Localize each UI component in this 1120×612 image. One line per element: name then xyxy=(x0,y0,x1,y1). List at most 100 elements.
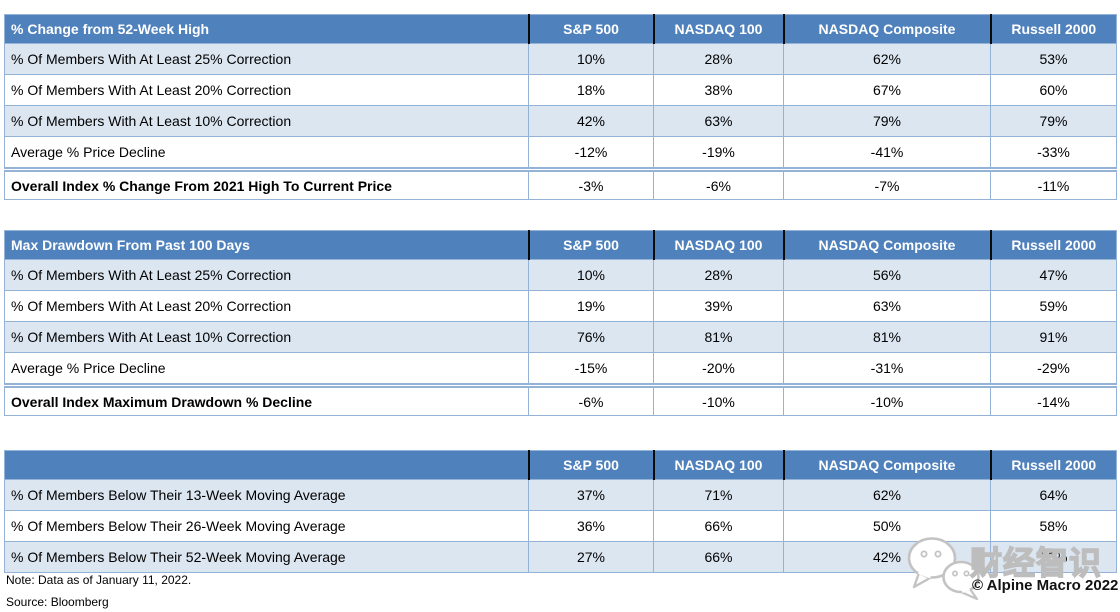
cell-nasdaq-composite: 62% xyxy=(783,43,991,75)
cell-nasdaq100: -10% xyxy=(653,383,784,416)
column-header-sp500: S&P 500 xyxy=(527,230,654,260)
row-label: Overall Index % Change From 2021 High To… xyxy=(4,167,529,200)
cell-sp500: -12% xyxy=(528,136,654,170)
watermark-text: 财经智识 xyxy=(969,544,1103,582)
cell-nasdaq-composite: 62% xyxy=(783,479,991,511)
cell-nasdaq-composite: 81% xyxy=(783,321,991,353)
row-label: % Of Members Below Their 13-Week Moving … xyxy=(4,479,529,511)
copyright-text: © Alpine Macro 2022 xyxy=(972,577,1119,594)
table-row: % Of Members With At Least 10% Correctio… xyxy=(4,321,1117,353)
table-row: % Of Members With At Least 25% Correctio… xyxy=(4,43,1117,75)
column-header-nasdaq100: NASDAQ 100 xyxy=(652,450,784,480)
cell-nasdaq100: 66% xyxy=(653,510,784,542)
cell-russell2000: 60% xyxy=(990,74,1117,106)
column-header-nasdaq-composite: NASDAQ Composite xyxy=(782,230,991,260)
table-title: % Change from 52-Week High xyxy=(4,14,529,44)
cell-nasdaq-composite: 50% xyxy=(783,510,991,542)
column-header-russell2000: Russell 2000 xyxy=(989,450,1117,480)
column-header-sp500: S&P 500 xyxy=(527,14,654,44)
table-row: % Of Members With At Least 20% Correctio… xyxy=(4,74,1117,106)
cell-sp500: 42% xyxy=(528,105,654,137)
cell-sp500: 19% xyxy=(528,290,654,322)
cell-sp500: 27% xyxy=(528,541,654,573)
table-row: % Of Members With At Least 10% Correctio… xyxy=(4,105,1117,137)
cell-nasdaq100: 81% xyxy=(653,321,784,353)
cell-russell2000: 59% xyxy=(990,290,1117,322)
column-header-sp500: S&P 500 xyxy=(527,450,654,480)
table-title: Max Drawdown From Past 100 Days xyxy=(4,230,529,260)
cell-nasdaq-composite: 67% xyxy=(783,74,991,106)
cell-nasdaq100: 39% xyxy=(653,290,784,322)
cell-nasdaq100: 28% xyxy=(653,43,784,75)
table-row: % Of Members With At Least 25% Correctio… xyxy=(4,259,1117,291)
row-label: % Of Members With At Least 25% Correctio… xyxy=(4,259,529,291)
table-row: % Of Members Below Their 13-Week Moving … xyxy=(4,479,1117,511)
data-table: Max Drawdown From Past 100 Days S&P 500 NA… xyxy=(4,230,1117,416)
cell-nasdaq100: 38% xyxy=(653,74,784,106)
cell-sp500: -3% xyxy=(528,167,654,200)
cell-sp500: 37% xyxy=(528,479,654,511)
row-label: % Of Members With At Least 20% Correctio… xyxy=(4,290,529,322)
table-row: Average % Price Decline -12% -19% -41% -33% xyxy=(4,136,1117,170)
table-row: % Of Members With At Least 20% Correctio… xyxy=(4,290,1117,322)
column-header-nasdaq-composite: NASDAQ Composite xyxy=(782,450,991,480)
header-row: Max Drawdown From Past 100 Days S&P 500 NA… xyxy=(4,230,1117,260)
table-row: % Of Members Below Their 52-Week Moving … xyxy=(4,541,1117,573)
cell-russell2000: 50% xyxy=(990,541,1117,573)
table-row: Average % Price Decline -15% -20% -31% -29% xyxy=(4,352,1117,386)
cell-sp500: -15% xyxy=(528,352,654,386)
cell-russell2000: -29% xyxy=(990,352,1117,386)
data-table: S&P 500 NASDAQ 100 NASDAQ Composite Russell… xyxy=(4,450,1117,573)
table-title xyxy=(4,450,529,480)
header-row: S&P 500 NASDAQ 100 NASDAQ Composite Russell… xyxy=(4,450,1117,480)
column-header-nasdaq-composite: NASDAQ Composite xyxy=(782,14,991,44)
cell-sp500: 36% xyxy=(528,510,654,542)
row-label: % Of Members With At Least 20% Correctio… xyxy=(4,74,529,106)
cell-russell2000: -14% xyxy=(990,383,1117,416)
note-text: Note: Data as of January 11, 2022. xyxy=(6,573,192,587)
cell-nasdaq-composite: -7% xyxy=(783,167,991,200)
table-max-drawdown-past-100-days: Max Drawdown From Past 100 Days S&P 500 NA… xyxy=(4,230,1117,416)
cell-nasdaq-composite: -10% xyxy=(783,383,991,416)
cell-russell2000: 79% xyxy=(990,105,1117,137)
cell-russell2000: 91% xyxy=(990,321,1117,353)
table-pct-change-from-52-week-high: % Change from 52-Week High S&P 500 NASDAQ … xyxy=(4,14,1117,200)
cell-nasdaq100: -6% xyxy=(653,167,784,200)
cell-nasdaq-composite: -41% xyxy=(783,136,991,170)
cell-sp500: 10% xyxy=(528,43,654,75)
row-label: % Of Members With At Least 10% Correctio… xyxy=(4,321,529,353)
cell-sp500: 76% xyxy=(528,321,654,353)
cell-nasdaq100: 28% xyxy=(653,259,784,291)
cell-nasdaq-composite: 79% xyxy=(783,105,991,137)
row-label: % Of Members Below Their 26-Week Moving … xyxy=(4,510,529,542)
column-header-nasdaq100: NASDAQ 100 xyxy=(652,14,784,44)
data-table: % Change from 52-Week High S&P 500 NASDAQ … xyxy=(4,14,1117,200)
cell-russell2000: -33% xyxy=(990,136,1117,170)
cell-russell2000: 58% xyxy=(990,510,1117,542)
cell-sp500: 10% xyxy=(528,259,654,291)
cell-nasdaq100: -19% xyxy=(653,136,784,170)
wechat-icon xyxy=(907,537,980,601)
cell-nasdaq100: 63% xyxy=(653,105,784,137)
cell-russell2000: 64% xyxy=(990,479,1117,511)
table-members-below-moving-average: S&P 500 NASDAQ 100 NASDAQ Composite Russell… xyxy=(4,450,1117,573)
cell-russell2000: 47% xyxy=(990,259,1117,291)
row-label: % Of Members Below Their 52-Week Moving … xyxy=(4,541,529,573)
row-label: % Of Members With At Least 10% Correctio… xyxy=(4,105,529,137)
row-label: % Of Members With At Least 25% Correctio… xyxy=(4,43,529,75)
cell-sp500: -6% xyxy=(528,383,654,416)
cell-russell2000: 53% xyxy=(990,43,1117,75)
cell-nasdaq-composite: 63% xyxy=(783,290,991,322)
column-header-russell2000: Russell 2000 xyxy=(989,230,1117,260)
table-row: Overall Index Maximum Drawdown % Decline… xyxy=(4,383,1117,416)
cell-nasdaq100: -20% xyxy=(653,352,784,386)
cell-nasdaq-composite: 56% xyxy=(783,259,991,291)
row-label: Average % Price Decline xyxy=(4,136,529,170)
cell-sp500: 18% xyxy=(528,74,654,106)
column-header-russell2000: Russell 2000 xyxy=(989,14,1117,44)
cell-nasdaq100: 66% xyxy=(653,541,784,573)
column-header-nasdaq100: NASDAQ 100 xyxy=(652,230,784,260)
header-row: % Change from 52-Week High S&P 500 NASDAQ … xyxy=(4,14,1117,44)
watermark: 财经智识 © Alpine Macro 2022 xyxy=(904,533,1120,605)
row-label: Overall Index Maximum Drawdown % Decline xyxy=(4,383,529,416)
